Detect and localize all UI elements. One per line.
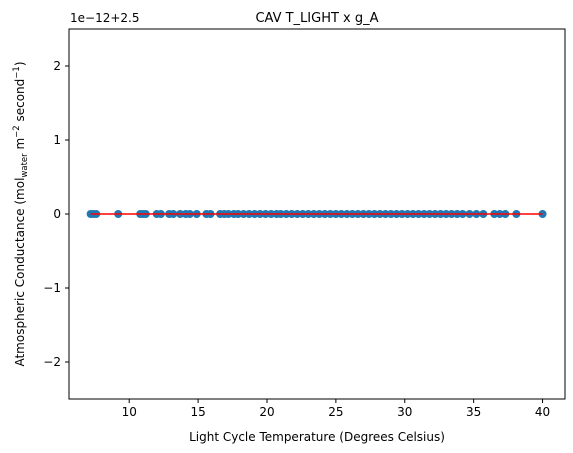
y-tick-label: 0 <box>53 207 61 221</box>
y-axis-ticks: −2 −1 0 1 2 <box>43 59 69 369</box>
y-tick-label: −2 <box>43 355 61 369</box>
y-tick-label: 1 <box>53 133 61 147</box>
x-axis-label: Light Cycle Temperature (Degrees Celsius… <box>189 430 445 444</box>
plot-layer <box>86 210 547 218</box>
y-axis-label: Atmospheric Conductance (molwater m−2 se… <box>12 61 30 366</box>
x-tick-label: 15 <box>190 405 205 419</box>
y-tick-label: −1 <box>43 281 61 295</box>
x-tick-label: 35 <box>466 405 481 419</box>
x-tick-label: 40 <box>535 405 550 419</box>
chart-title: CAV T_LIGHT x g_A <box>255 11 378 26</box>
x-tick-label: 30 <box>397 405 412 419</box>
x-tick-label: 20 <box>259 405 274 419</box>
y-tick-label: 2 <box>53 59 61 73</box>
y-offset-text: 1e−12+2.5 <box>70 11 139 25</box>
x-tick-label: 25 <box>328 405 343 419</box>
x-tick-label: 10 <box>122 405 137 419</box>
x-axis-ticks: 10 15 20 25 30 35 40 <box>122 399 550 419</box>
